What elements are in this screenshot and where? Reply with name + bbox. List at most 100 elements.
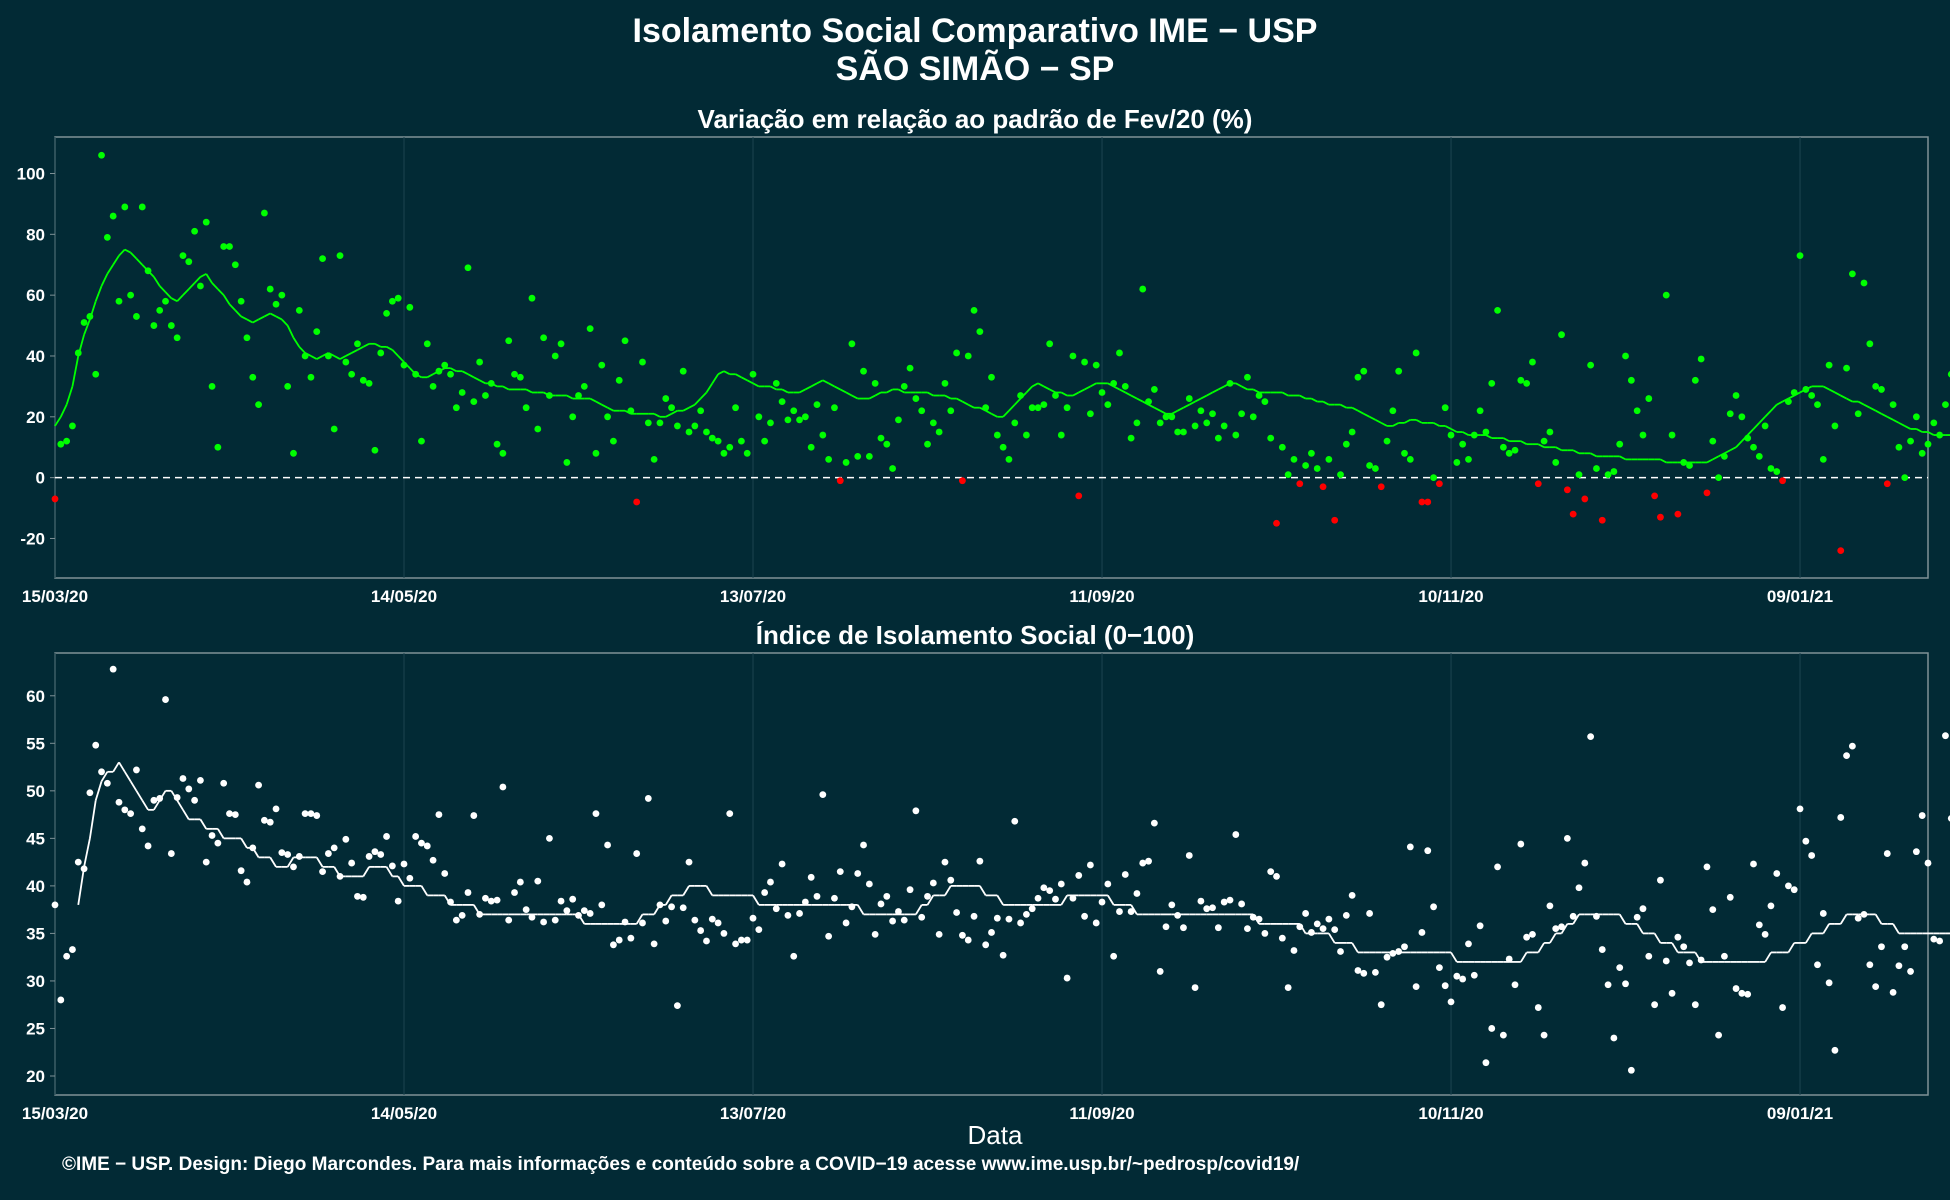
panel1-moving-average-segment [1886,416,1894,421]
panel1-data-point [1947,371,1950,378]
panel1-data-point [464,264,472,272]
panel1-data-point [1499,443,1507,451]
panel2-moving-average-segment [315,856,324,868]
panel2-data-point [1761,930,1769,938]
panel2-data-point [1395,948,1403,955]
panel2-data-point [365,853,373,860]
panel1-y-tick-label: 80 [26,225,45,244]
panel1-data-point [133,313,140,320]
panel1-moving-average-segment [1002,410,1010,418]
panel2-data-point [1843,752,1850,760]
panel1-moving-average-segment [94,285,103,302]
panel1-moving-average-segment [176,294,184,302]
panel2-data-point [1779,1004,1786,1011]
panel2-data-point [1633,913,1641,921]
panel1-moving-average-segment [688,403,696,409]
panel1-moving-average-segment [333,355,341,360]
panel2-data-point [988,929,995,936]
panel1-moving-average-segment [746,379,754,385]
panel1-data-point [452,404,460,412]
panel1-moving-average-segment [1113,385,1120,391]
panel2-data-point [1401,943,1408,951]
panel1-data-point [1308,449,1315,457]
panel2-data-point [860,841,867,849]
footer-credit: ©IME − USP. Design: Diego Marcondes. Par… [62,1154,1300,1175]
panel2-data-point [1598,946,1606,953]
panel1-data-point [1447,431,1455,439]
panel1-moving-average-segment [1363,412,1371,418]
panel1-data-point [476,358,484,366]
panel1-data-point [1912,413,1920,421]
panel2-data-point [1639,905,1647,913]
panel1-data-point [889,465,897,472]
panel1-data-point [1843,364,1850,372]
panel2-data-point [1808,852,1816,859]
panel1-data-point [220,243,228,250]
panel2-data-point [313,812,321,819]
panel1-data-point [1476,407,1484,415]
panel2-moving-average-segment [182,809,190,820]
panel1-data-point [819,431,827,439]
panel1-data-point [877,434,885,442]
panel2-data-point [441,870,449,877]
panel2-data-point [546,834,553,842]
panel1-data-point [1883,480,1891,488]
panel2-data-point [1023,910,1030,918]
panel2-data-point [889,917,897,925]
panel1-data-point [546,392,553,399]
panel2-data-point [202,858,210,866]
panel1-data-point [1313,465,1321,472]
panel2-data-point [1814,961,1821,969]
panel1-moving-average-segment [1130,394,1138,400]
panel2-data-point [1750,860,1757,868]
panel1-moving-average-segment [1735,440,1743,448]
panel1-moving-average-segment [1153,406,1161,412]
panel1-data-point [1808,392,1816,399]
panel2-data-point [319,868,326,876]
panel1-data-point [1831,422,1839,430]
panel1-data-point [1034,404,1042,412]
panel2-moving-average-segment [112,761,120,773]
panel2-data-point [1284,984,1292,991]
panel1-moving-average-segment [164,291,172,299]
panel2-data-point [1447,998,1455,1006]
panel1-data-point [1092,361,1100,369]
panel1-x-tick-label: 15/03/20 [22,587,88,606]
panel1-data-point [1721,452,1728,460]
panel2-data-point [831,894,838,902]
panel2-data-point [1052,895,1059,903]
panel1-data-point [1011,419,1019,427]
panel1-data-point [354,340,361,348]
panel1-data-point [388,297,396,305]
panel1-data-point [1482,428,1490,436]
panel2-data-point [1942,732,1949,740]
panel2-data-point [976,857,984,865]
panel2-data-point [1092,919,1100,927]
panel2-moving-average-segment [1537,942,1545,953]
panel1-data-point [1790,389,1798,396]
panel1-data-point [1697,355,1705,363]
panel1-data-point [691,422,699,430]
panel2-data-point [1470,971,1478,979]
panel1-data-point [447,370,454,378]
panel2-moving-average-segment [856,904,865,915]
panel2-data-point [1267,868,1275,876]
panel2-data-point [1232,831,1240,838]
panel1-moving-average-segment [566,394,574,400]
panel1-x-tick-label: 10/11/20 [1418,587,1483,606]
panel1-data-point [1593,465,1600,472]
panel1-data-point [1796,252,1804,260]
panel2-data-point [895,908,902,915]
panel1-moving-average-segment [804,385,812,391]
panel1-data-point [1569,510,1577,518]
panel2-data-point [801,898,809,906]
panel1-data-point [1249,413,1257,421]
panel1-data-point [1680,459,1688,466]
panel2-data-point [1575,884,1583,892]
panel1-moving-average-segment [1758,416,1766,424]
panel2-data-point [1936,937,1944,945]
panel1-moving-average-segment [1555,446,1562,452]
panel2-moving-average-segment [1060,894,1068,906]
panel1-moving-average-segment [258,315,265,321]
panel2-data-point [563,907,571,914]
